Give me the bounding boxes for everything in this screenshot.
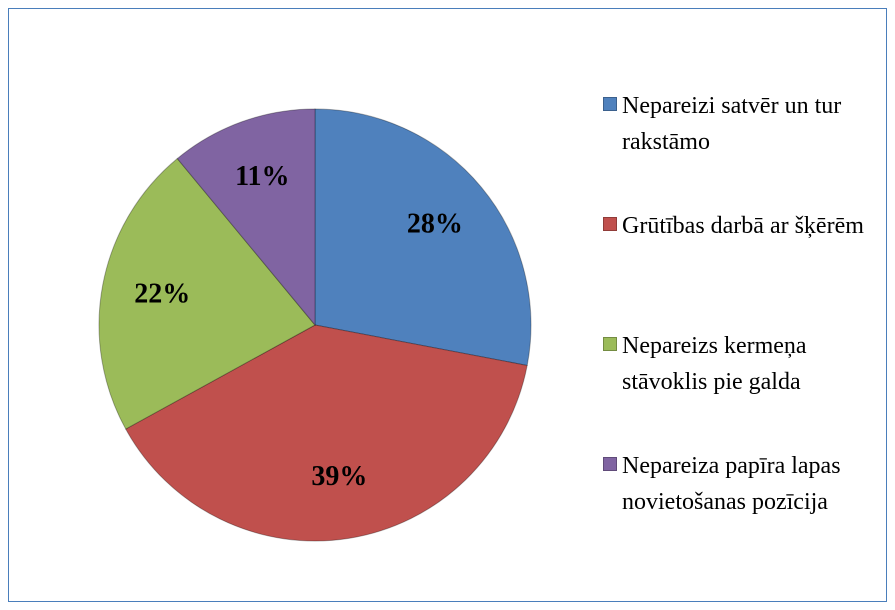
data-label: 11% (235, 161, 289, 192)
data-label: 39% (311, 461, 367, 492)
pie-slice (98, 157, 316, 430)
legend-label: Nepareizs kermeņa stāvoklis pie galda (622, 333, 807, 395)
legend-entry: Nepareiza papīra lapas novietošanas pozī… (603, 448, 888, 520)
legend-entry: Nepareizi satvēr un tur rakstāmo (603, 88, 888, 160)
legend-marker (603, 217, 617, 231)
legend-label: Nepareiza papīra lapas novietošanas pozī… (622, 453, 841, 515)
pie-slice (314, 108, 532, 367)
legend-marker (603, 457, 617, 471)
legend-entry: Nepareizs kermeņa stāvoklis pie galda (603, 328, 888, 400)
legend-marker (603, 97, 617, 111)
legend-label: Nepareizi satvēr un tur rakstāmo (622, 93, 842, 155)
pie-slice (125, 324, 528, 542)
legend-marker (603, 337, 617, 351)
pie-slice (176, 108, 316, 327)
legend-entry: Grūtības darbā ar šķērēm (603, 208, 888, 244)
data-label: 28% (407, 208, 463, 239)
data-label: 22% (134, 278, 190, 309)
legend-label: Grūtības darbā ar šķērēm (622, 213, 864, 239)
